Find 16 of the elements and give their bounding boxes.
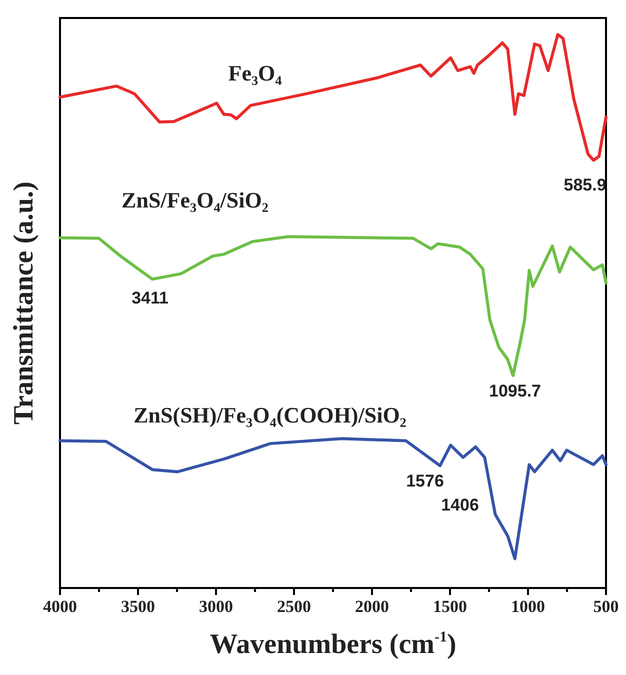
y-axis-title: Transmittance (a.u.) <box>8 182 40 424</box>
series-label: Fe₃O₄ <box>228 60 282 86</box>
series-label: ZnS/Fe₃O₄/SiO₂ <box>122 188 269 212</box>
annotation: 3411 <box>132 288 168 308</box>
annotation: 1406 <box>441 496 479 514</box>
x-tick-label: 2500 <box>277 597 311 616</box>
x-tick-label: 3000 <box>199 597 233 616</box>
annotation: 1576 <box>406 472 444 490</box>
x-tick-label: 4000 <box>43 597 77 616</box>
x-tick-label: 1500 <box>433 597 467 616</box>
series-label: ZnS(SH)/Fe₃O₄(COOH)/SiO₂ <box>134 402 407 428</box>
x-tick-label: 500 <box>593 597 619 616</box>
x-tick-label: 3500 <box>121 597 155 616</box>
annotation: 1095.7 <box>489 382 541 400</box>
x-tick-label: 2000 <box>355 597 389 616</box>
x-tick-label: 1000 <box>511 597 545 616</box>
